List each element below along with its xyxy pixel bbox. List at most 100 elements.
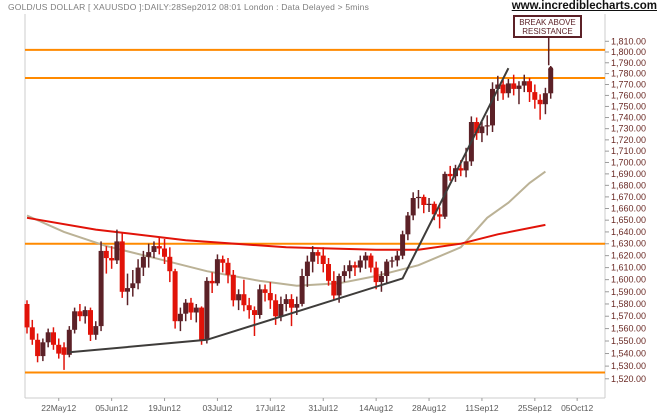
candle-body bbox=[119, 241, 125, 292]
candle-body bbox=[405, 215, 411, 235]
candle-body bbox=[209, 280, 215, 284]
candle-body bbox=[125, 288, 130, 292]
candle-body bbox=[511, 83, 517, 89]
candle-body bbox=[363, 255, 369, 261]
candle-body bbox=[225, 262, 231, 275]
candle-body bbox=[98, 250, 104, 327]
candle-body bbox=[447, 173, 453, 177]
candle-body bbox=[177, 313, 183, 322]
candle-body bbox=[262, 289, 268, 293]
candle-body bbox=[336, 276, 342, 296]
candle-body bbox=[310, 252, 316, 262]
candle-body bbox=[484, 125, 490, 127]
candle-body bbox=[220, 259, 226, 263]
y-tick-label: 1,810.00 bbox=[611, 36, 646, 46]
y-tick-label: 1,650.00 bbox=[611, 215, 646, 225]
y-tick-label: 1,670.00 bbox=[611, 192, 646, 202]
candle-body bbox=[146, 252, 152, 257]
candle-body bbox=[35, 339, 41, 357]
candle-body bbox=[199, 307, 205, 340]
x-tick-label: 28Aug12 bbox=[412, 403, 446, 413]
candle-body bbox=[214, 259, 220, 284]
candle-body bbox=[236, 294, 242, 301]
candle-body bbox=[421, 196, 427, 205]
candle-body bbox=[151, 246, 157, 252]
candle-body bbox=[505, 83, 511, 94]
candle-body bbox=[66, 329, 72, 355]
x-tick-label: 05Oct12 bbox=[561, 403, 593, 413]
x-tick-label: 31Jul12 bbox=[308, 403, 338, 413]
x-tick-label: 03Jul12 bbox=[203, 403, 233, 413]
candle-body bbox=[537, 99, 543, 105]
candle-body bbox=[495, 84, 501, 89]
ma-red bbox=[26, 216, 546, 251]
candle-body bbox=[56, 344, 62, 354]
y-tick-label: 1,730.00 bbox=[611, 124, 646, 134]
candle-body bbox=[257, 289, 263, 315]
candle-body bbox=[29, 327, 35, 340]
candle-body bbox=[373, 267, 379, 283]
candle-body bbox=[474, 122, 480, 134]
x-tick-label: 25Sep12 bbox=[518, 403, 552, 413]
y-tick-label: 1,770.00 bbox=[611, 79, 646, 89]
candle-body bbox=[410, 198, 416, 216]
y-tick-label: 1,570.00 bbox=[611, 311, 646, 321]
watermark-link[interactable]: www.incrediblecharts.com bbox=[511, 0, 657, 12]
annotation-line2: RESISTANCE bbox=[522, 27, 573, 36]
y-tick-label: 1,520.00 bbox=[611, 374, 646, 384]
candle-body bbox=[378, 276, 384, 282]
candle-body bbox=[315, 252, 321, 256]
x-tick-label: 19Jun12 bbox=[148, 403, 181, 413]
candle-body bbox=[130, 283, 136, 289]
candle-body bbox=[45, 332, 51, 343]
y-tick-label: 1,790.00 bbox=[611, 58, 646, 68]
candle-body bbox=[542, 93, 548, 105]
candle-body bbox=[93, 326, 99, 335]
y-tick-label: 1,780.00 bbox=[611, 69, 646, 79]
candle-body bbox=[252, 310, 257, 315]
x-tick-label: 05Jun12 bbox=[95, 403, 128, 413]
candle-body bbox=[479, 126, 485, 134]
annotation-line1: BREAK ABOVE bbox=[519, 18, 576, 27]
candle-body bbox=[352, 265, 358, 268]
candle-body bbox=[193, 307, 199, 313]
y-tick-label: 1,700.00 bbox=[611, 157, 646, 167]
y-tick-label: 1,610.00 bbox=[611, 263, 646, 273]
candle-body bbox=[278, 304, 284, 317]
candle-body bbox=[341, 271, 347, 276]
annotation-pointer bbox=[547, 37, 554, 72]
candle-body bbox=[527, 81, 532, 93]
candle-body bbox=[326, 264, 331, 281]
candle-body bbox=[51, 332, 56, 345]
y-tick-label: 1,640.00 bbox=[611, 227, 646, 237]
x-tick-label: 17Jul12 bbox=[255, 403, 285, 413]
candle-body bbox=[304, 261, 310, 276]
candle-body bbox=[88, 310, 93, 335]
candle-body bbox=[77, 311, 83, 317]
x-tick-label: 14Aug12 bbox=[359, 403, 393, 413]
x-tick-label: 11Sep12 bbox=[465, 403, 499, 413]
candle-body bbox=[172, 271, 178, 322]
candle-body bbox=[320, 255, 326, 264]
candle-body bbox=[394, 255, 400, 261]
candle-body bbox=[140, 256, 146, 268]
candle-body bbox=[490, 88, 495, 126]
y-axis-labels: 1,520.00 1,530.00 1,540.00 1,550.00 1,560.00… bbox=[605, 36, 646, 384]
candle-body bbox=[103, 250, 109, 259]
y-tick-label: 1,750.00 bbox=[611, 101, 646, 111]
candle-body bbox=[135, 267, 141, 284]
candle-body bbox=[246, 305, 252, 311]
candle-body bbox=[294, 304, 300, 308]
candle-body bbox=[437, 214, 443, 217]
candle-body bbox=[532, 92, 538, 100]
candle-body bbox=[400, 234, 406, 256]
annotation-box: BREAK ABOVE RESISTANCE bbox=[513, 15, 582, 38]
y-tick-label: 1,710.00 bbox=[611, 146, 646, 156]
candle-body bbox=[431, 203, 437, 215]
y-tick-label: 1,680.00 bbox=[611, 180, 646, 190]
candle-body bbox=[516, 85, 522, 89]
candle-body bbox=[463, 161, 469, 171]
y-tick-label: 1,530.00 bbox=[611, 361, 646, 371]
